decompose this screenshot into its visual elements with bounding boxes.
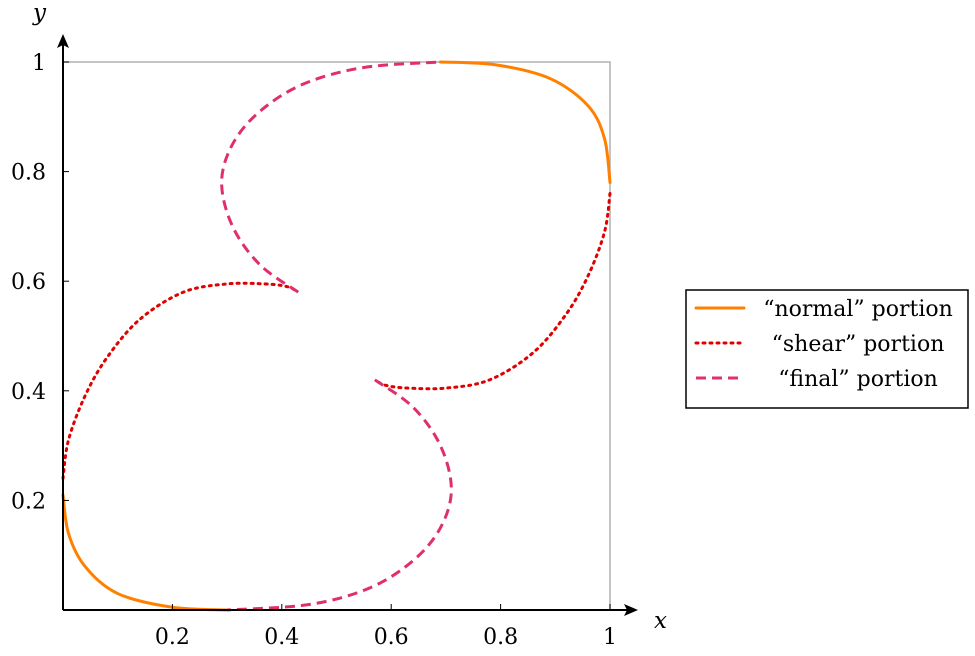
y-tick-label: 0.4 <box>11 380 46 405</box>
x-axis-label: x <box>654 608 667 634</box>
series-dotted-segment-2 <box>373 192 612 391</box>
y-tick-label: 0.8 <box>11 161 46 186</box>
legend-label-solid: “normal” portion <box>763 297 953 322</box>
series-solid-segment-2 <box>438 60 612 185</box>
frame-top-right <box>63 61 611 610</box>
y-tick-label: 1 <box>32 51 46 76</box>
y-tick-label: 0.2 <box>11 489 46 514</box>
legend-items: “normal” portion “shear” portion “final” p… <box>694 297 953 392</box>
tick-layer: 0.2 0.4 0.6 0.8 1 0.2 0.4 0.6 0.8 1 <box>11 51 617 650</box>
legend-label-dotted: “shear” portion <box>772 332 945 357</box>
x-axis-arrow-icon <box>624 604 638 616</box>
x-tick-label: 0.4 <box>264 625 299 650</box>
x-tick-label: 0.8 <box>483 625 518 650</box>
series-dashed-segment-1 <box>220 60 441 294</box>
y-axis-label: y <box>32 0 47 26</box>
x-tick-label: 0.6 <box>374 625 409 650</box>
series-dashed-segment-2 <box>227 378 453 612</box>
series-dotted-segment-1 <box>61 281 300 480</box>
y-axis-arrow-icon <box>57 34 69 48</box>
legend: “normal” portion “shear” portion “final” p… <box>685 289 969 409</box>
legend-label-dashed: “final” portion <box>778 367 938 392</box>
series-layer <box>61 60 612 612</box>
y-tick-label: 0.6 <box>11 270 46 295</box>
x-tick-label: 0.2 <box>155 625 190 650</box>
x-tick-label: 1 <box>603 625 617 650</box>
series-solid-segment-1 <box>61 493 229 612</box>
legend-box <box>685 289 969 409</box>
